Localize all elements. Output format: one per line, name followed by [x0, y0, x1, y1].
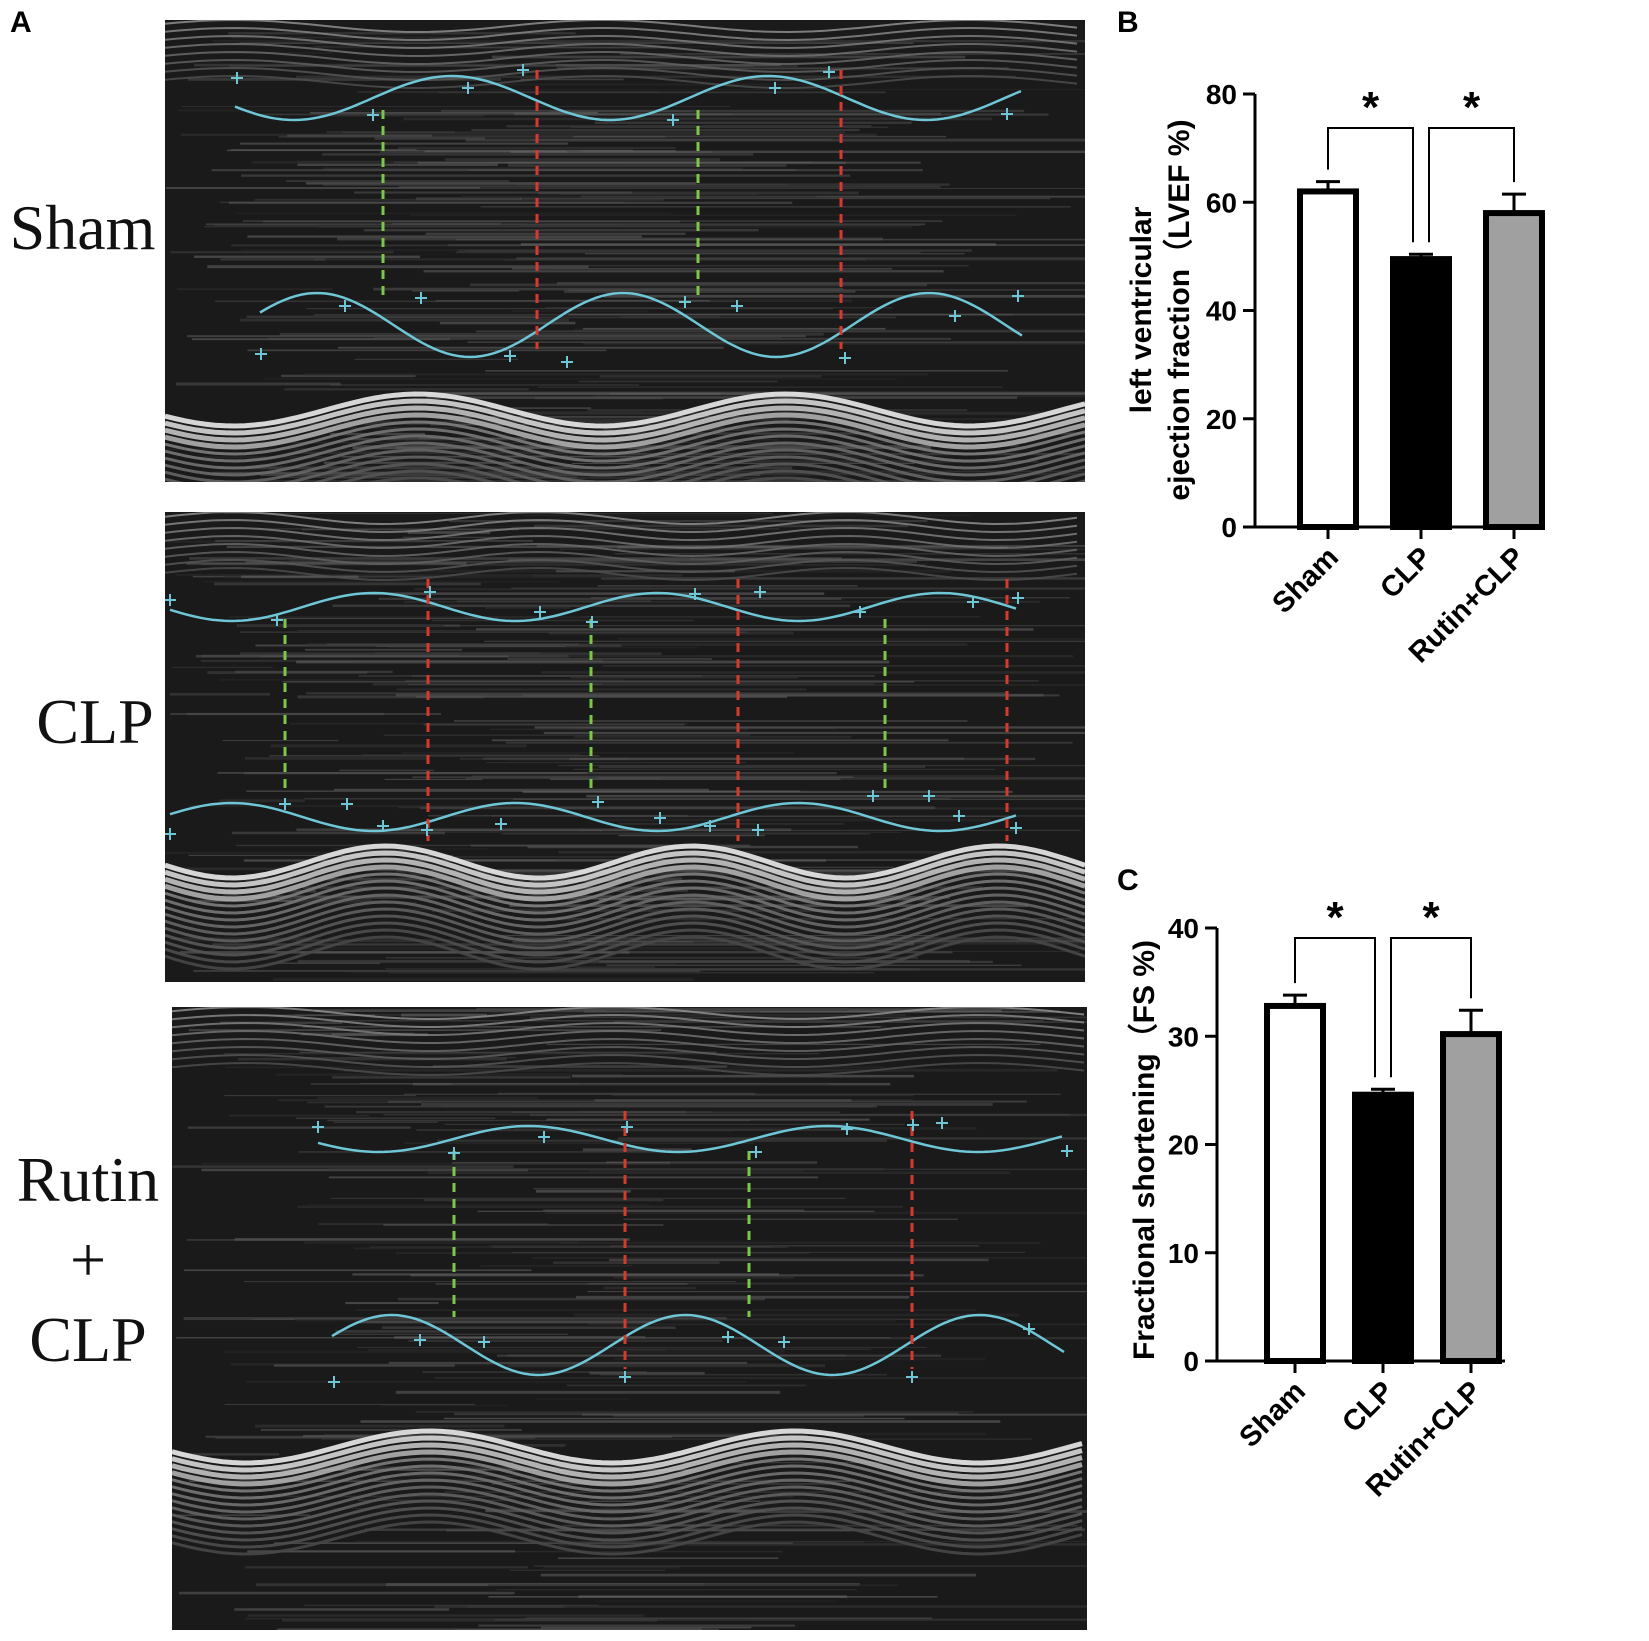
echo-traces	[169, 591, 1017, 833]
y-tick-label: 30	[1168, 1021, 1199, 1052]
panel-letter-c: C	[1117, 864, 1139, 897]
significance-star: *	[1362, 83, 1380, 132]
y-tick-label: 0	[1183, 1346, 1199, 1377]
echo-septum-band	[172, 1007, 1085, 1077]
y-tick-label: 20	[1168, 1130, 1199, 1161]
bar	[1440, 1031, 1502, 1365]
y-axis-label: left ventricular	[1125, 206, 1158, 413]
posterior-wall-trace	[331, 1313, 1065, 1377]
y-axis-label: Fractional shortening（FS %)	[1127, 940, 1161, 1360]
significance-bracket	[1327, 127, 1414, 243]
posterior-wall-trace	[259, 291, 1023, 359]
y-tick-label: 0	[1221, 512, 1237, 543]
y-tick-label: 40	[1168, 913, 1199, 944]
significance-bracket	[1428, 127, 1515, 243]
x-tick-label: CLP	[1336, 1375, 1400, 1439]
panel-letter-b: B	[1117, 6, 1139, 39]
echo-svg	[165, 20, 1085, 482]
y-axis-label: ejection fraction（LVEF %)	[1162, 119, 1196, 500]
echo-crosshairs	[312, 1117, 1073, 1388]
y-tick-label: 40	[1206, 296, 1237, 327]
anterior-wall-trace	[317, 1124, 1063, 1154]
echo-markers	[381, 70, 843, 349]
echo-svg	[165, 512, 1085, 982]
echo-image-rutin-clp	[172, 1007, 1087, 1630]
echo-septum-band	[165, 20, 1078, 90]
echo-image-sham	[165, 20, 1085, 482]
bar	[1297, 188, 1359, 531]
echo-texture	[165, 20, 1085, 482]
significance-bracket	[1294, 937, 1376, 1078]
bar	[1483, 210, 1545, 530]
y-tick-label: 10	[1168, 1238, 1199, 1269]
y-tick-label: 80	[1206, 79, 1237, 110]
x-tick-label: CLP	[1374, 541, 1438, 605]
significance-bracket	[1390, 937, 1472, 1078]
y-tick-label: 20	[1206, 404, 1237, 435]
group-label-clp-2: CLP	[29, 1304, 147, 1375]
bar	[1390, 256, 1452, 531]
group-label-sham: Sham	[9, 192, 156, 263]
x-tick-label: Sham	[1266, 541, 1344, 619]
group-label-plus: +	[69, 1224, 107, 1295]
echo-septum-band	[165, 512, 1078, 582]
echo-svg	[172, 1007, 1087, 1630]
echo-markers	[283, 579, 1009, 841]
echo-crosshairs	[165, 586, 1024, 840]
echo-texture	[165, 512, 1085, 982]
echo-wall-band	[165, 391, 1085, 482]
x-tick-label: Sham	[1233, 1375, 1311, 1453]
echo-image-clp	[165, 512, 1085, 982]
significance-star: *	[1463, 83, 1481, 132]
significance-star: *	[1422, 900, 1440, 942]
echo-texture	[172, 1007, 1087, 1630]
echo-wall-band	[165, 843, 1085, 971]
group-label-rutin: Rutin	[16, 1144, 160, 1215]
y-tick-label: 60	[1206, 187, 1237, 218]
panel-letter-a: A	[10, 6, 32, 39]
chart-lvef: 0 20 40 60 80 left ventricular ejection fracti…	[1125, 79, 1545, 669]
echo-crosshairs	[231, 64, 1024, 368]
chart-plot-area: 0 20 40 60 80 left ventricular ejection fracti…	[1125, 79, 1545, 669]
echo-wall-band	[172, 1428, 1083, 1556]
bar	[1352, 1091, 1414, 1365]
posterior-wall-trace	[169, 801, 1017, 833]
significance-star: *	[1326, 900, 1344, 942]
echo-markers	[452, 1111, 914, 1369]
echo-traces	[234, 74, 1023, 359]
bar	[1264, 1002, 1326, 1364]
group-label-clp: CLP	[36, 686, 154, 757]
anterior-wall-trace	[234, 74, 1022, 122]
echo-traces	[317, 1124, 1065, 1377]
anterior-wall-trace	[169, 591, 1017, 623]
